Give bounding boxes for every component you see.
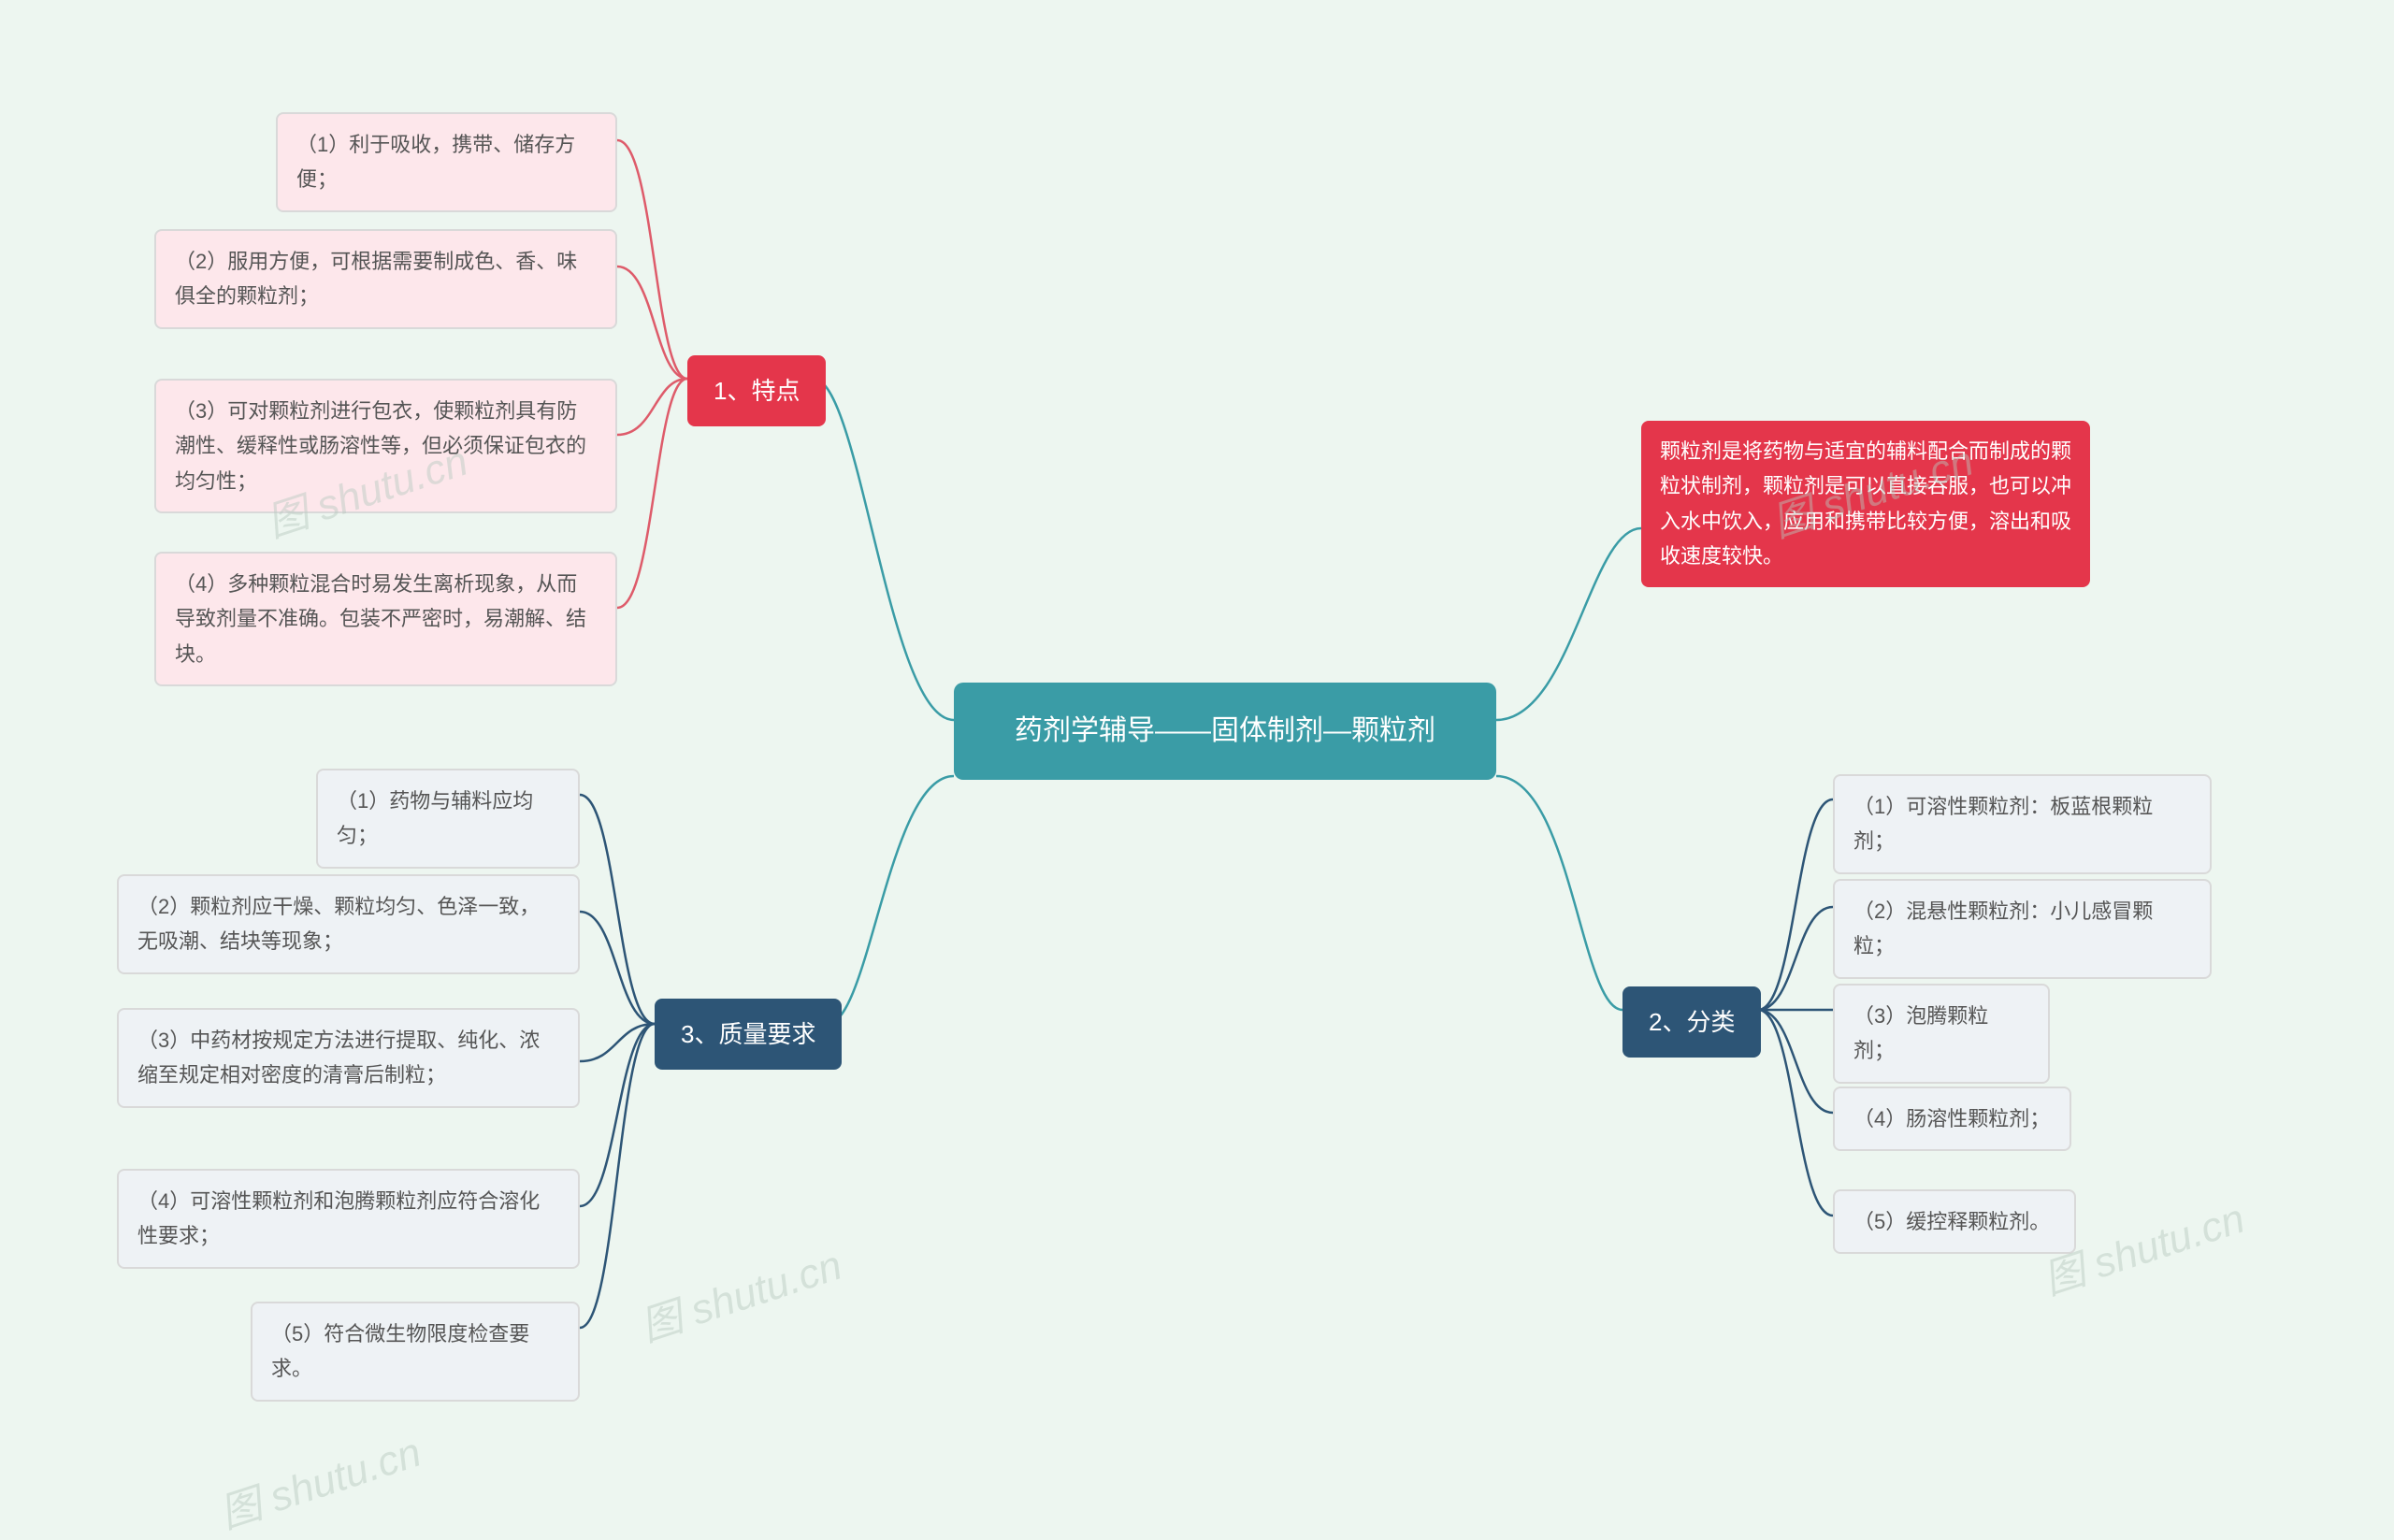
types-leaf-3-text: （3）泡腾颗粒剂； xyxy=(1853,1004,1988,1062)
center-node: 药剂学辅导——固体制剂—颗粒剂 xyxy=(954,683,1496,780)
types-leaf-4-text: （4）肠溶性颗粒剂； xyxy=(1853,1107,2050,1130)
intro-node: 颗粒剂是将药物与适宜的辅料配合而制成的颗粒状制剂，颗粒剂是可以直接吞服，也可以冲… xyxy=(1641,421,2090,587)
features-leaf-2: （2）服用方便，可根据需要制成色、香、味俱全的颗粒剂； xyxy=(154,229,617,329)
quality-leaf-3: （3）中药材按规定方法进行提取、纯化、浓缩至规定相对密度的清膏后制粒； xyxy=(117,1008,580,1108)
quality-leaf-1-text: （1）药物与辅料应均匀； xyxy=(337,789,533,847)
types-leaf-2-text: （2）混悬性颗粒剂：小儿感冒颗粒； xyxy=(1853,900,2153,957)
types-leaf-4: （4）肠溶性颗粒剂； xyxy=(1833,1087,2071,1151)
branch-features: 1、特点 xyxy=(687,355,826,426)
intro-text: 颗粒剂是将药物与适宜的辅料配合而制成的颗粒状制剂，颗粒剂是可以直接吞服，也可以冲… xyxy=(1660,439,2071,568)
quality-leaf-2-text: （2）颗粒剂应干燥、颗粒均匀、色泽一致，无吸潮、结块等现象； xyxy=(137,895,540,953)
features-leaf-2-text: （2）服用方便，可根据需要制成色、香、味俱全的颗粒剂； xyxy=(175,250,577,308)
quality-leaf-3-text: （3）中药材按规定方法进行提取、纯化、浓缩至规定相对密度的清膏后制粒； xyxy=(137,1029,540,1087)
features-leaf-4: （4）多种颗粒混合时易发生离析现象，从而导致剂量不准确。包装不严密时，易潮解、结… xyxy=(154,552,617,686)
features-leaf-3-text: （3）可对颗粒剂进行包衣，使颗粒剂具有防潮性、缓释性或肠溶性等，但必须保证包衣的… xyxy=(175,399,586,493)
branch-quality: 3、质量要求 xyxy=(655,999,842,1070)
branch-features-label: 1、特点 xyxy=(714,377,800,405)
center-label: 药剂学辅导——固体制剂—颗粒剂 xyxy=(1015,715,1435,746)
watermark: 图 shutu.cn xyxy=(211,1418,427,1540)
features-leaf-1: （1）利于吸收，携带、储存方便； xyxy=(276,112,617,212)
types-leaf-5: （5）缓控释颗粒剂。 xyxy=(1833,1189,2076,1254)
types-leaf-5-text: （5）缓控释颗粒剂。 xyxy=(1853,1210,2050,1233)
quality-leaf-5: （5）符合微生物限度检查要求。 xyxy=(251,1302,580,1402)
types-leaf-2: （2）混悬性颗粒剂：小儿感冒颗粒； xyxy=(1833,879,2212,979)
quality-leaf-5-text: （5）符合微生物限度检查要求。 xyxy=(271,1322,529,1380)
types-leaf-1: （1）可溶性颗粒剂：板蓝根颗粒剂； xyxy=(1833,774,2212,874)
types-leaf-1-text: （1）可溶性颗粒剂：板蓝根颗粒剂； xyxy=(1853,795,2153,853)
quality-leaf-2: （2）颗粒剂应干燥、颗粒均匀、色泽一致，无吸潮、结块等现象； xyxy=(117,874,580,974)
watermark: 图 shutu.cn xyxy=(632,1231,848,1353)
branch-quality-label: 3、质量要求 xyxy=(681,1020,815,1048)
quality-leaf-4-text: （4）可溶性颗粒剂和泡腾颗粒剂应符合溶化性要求； xyxy=(137,1189,540,1247)
quality-leaf-1: （1）药物与辅料应均匀； xyxy=(316,769,580,869)
branch-types-label: 2、分类 xyxy=(1649,1008,1735,1036)
features-leaf-4-text: （4）多种颗粒混合时易发生离析现象，从而导致剂量不准确。包装不严密时，易潮解、结… xyxy=(175,572,586,666)
types-leaf-3: （3）泡腾颗粒剂； xyxy=(1833,984,2050,1084)
branch-types: 2、分类 xyxy=(1622,986,1761,1058)
quality-leaf-4: （4）可溶性颗粒剂和泡腾颗粒剂应符合溶化性要求； xyxy=(117,1169,580,1269)
features-leaf-1-text: （1）利于吸收，携带、储存方便； xyxy=(296,133,575,191)
features-leaf-3: （3）可对颗粒剂进行包衣，使颗粒剂具有防潮性、缓释性或肠溶性等，但必须保证包衣的… xyxy=(154,379,617,513)
